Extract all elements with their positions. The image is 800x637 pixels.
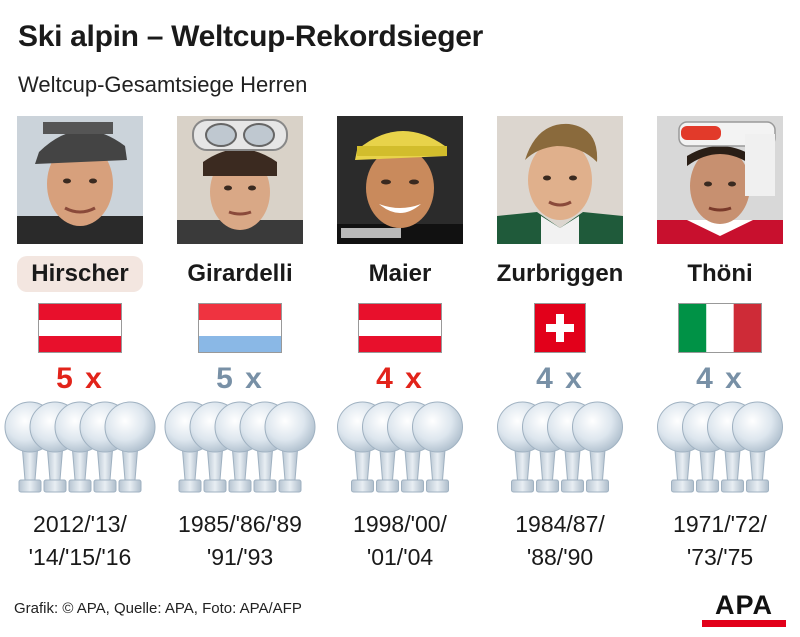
title-count: 5 x	[216, 362, 264, 395]
years-line: 1998/'00/	[353, 511, 447, 537]
athlete-name: Zurbriggen	[496, 260, 624, 287]
flag-luxembourg-icon	[199, 304, 281, 352]
years-line: 1985/'86/'89	[178, 511, 302, 537]
years-line: '73/'75	[686, 544, 754, 570]
title-years: 1971/'72/ '73/'75	[640, 508, 800, 574]
title-count: 4 x	[376, 362, 424, 395]
title-years: 1985/'86/'89 '91/'93	[160, 508, 320, 574]
years-line: '91/'93	[206, 544, 274, 570]
logo-text: APA	[714, 590, 773, 620]
athlete-name: Maier	[368, 260, 432, 287]
crystal-globe-icon	[412, 401, 463, 493]
globes-svg	[337, 401, 463, 493]
title-years: 2012/'13/ '14/'15/'16	[0, 508, 160, 574]
years-line: 1971/'72/	[673, 511, 767, 537]
source-credit: Grafik: © APA, Quelle: APA, Foto: APA/AF…	[14, 600, 302, 617]
crystal-globes	[496, 400, 625, 501]
globes-svg	[657, 401, 783, 493]
athlete-name: Hirscher	[17, 256, 143, 292]
athlete-column: Maier 4 x 1998/'00/ '01/'04	[320, 116, 480, 586]
crystal-globe-icon	[264, 401, 316, 493]
athlete-columns: Hirscher 5 x 2012/'13/ '14/'15/'16	[0, 116, 800, 586]
apa-logo: APA	[702, 591, 786, 627]
athlete-photo	[17, 116, 143, 244]
crystal-globes	[3, 400, 157, 501]
athlete-name: Thöni	[687, 260, 753, 287]
athlete-photo	[177, 116, 303, 244]
chart-title: Ski alpin – Weltcup-Rekordsieger	[18, 20, 483, 53]
globes-svg	[4, 401, 156, 493]
crystal-globes	[656, 400, 785, 501]
crystal-globe-icon	[732, 401, 783, 493]
crystal-globes	[336, 400, 465, 501]
chart-subtitle: Weltcup-Gesamtsiege Herren	[18, 72, 308, 97]
title-years: 1984/87/ '88/'90	[480, 508, 640, 574]
athlete-column: Zurbriggen 4 x 1984/87/ '88/'90	[480, 116, 640, 586]
title-count: 4 x	[536, 362, 584, 395]
athlete-photo	[497, 116, 623, 244]
title-count: 5 x	[56, 362, 104, 395]
title-count: 4 x	[696, 362, 744, 395]
globes-svg	[497, 401, 623, 493]
crystal-globe-icon	[572, 401, 623, 493]
years-line: '14/'15/'16	[28, 544, 132, 570]
globes-svg	[164, 401, 316, 493]
athlete-name: Girardelli	[187, 260, 293, 287]
crystal-globe-icon	[104, 401, 156, 493]
athlete-column: Thöni 4 x 1971/'72/ '73/'75	[640, 116, 800, 586]
flag-austria-icon	[39, 304, 121, 352]
flag-switzerland-icon	[535, 304, 585, 352]
years-line: '88/'90	[526, 544, 594, 570]
years-line: '01/'04	[366, 544, 434, 570]
crystal-globes	[163, 400, 317, 501]
years-line: 2012/'13/	[33, 511, 127, 537]
athlete-column: Hirscher 5 x 2012/'13/ '14/'15/'16	[0, 116, 160, 586]
athlete-column: Girardelli 5 x 1985/'86/'89 '91/'93	[160, 116, 320, 586]
flag-austria-icon	[359, 304, 441, 352]
athlete-photo	[657, 116, 783, 244]
title-years: 1998/'00/ '01/'04	[320, 508, 480, 574]
athlete-photo	[337, 116, 463, 244]
flag-italy-icon	[679, 304, 761, 352]
logo-bar	[702, 620, 786, 627]
years-line: 1984/87/	[515, 511, 605, 537]
